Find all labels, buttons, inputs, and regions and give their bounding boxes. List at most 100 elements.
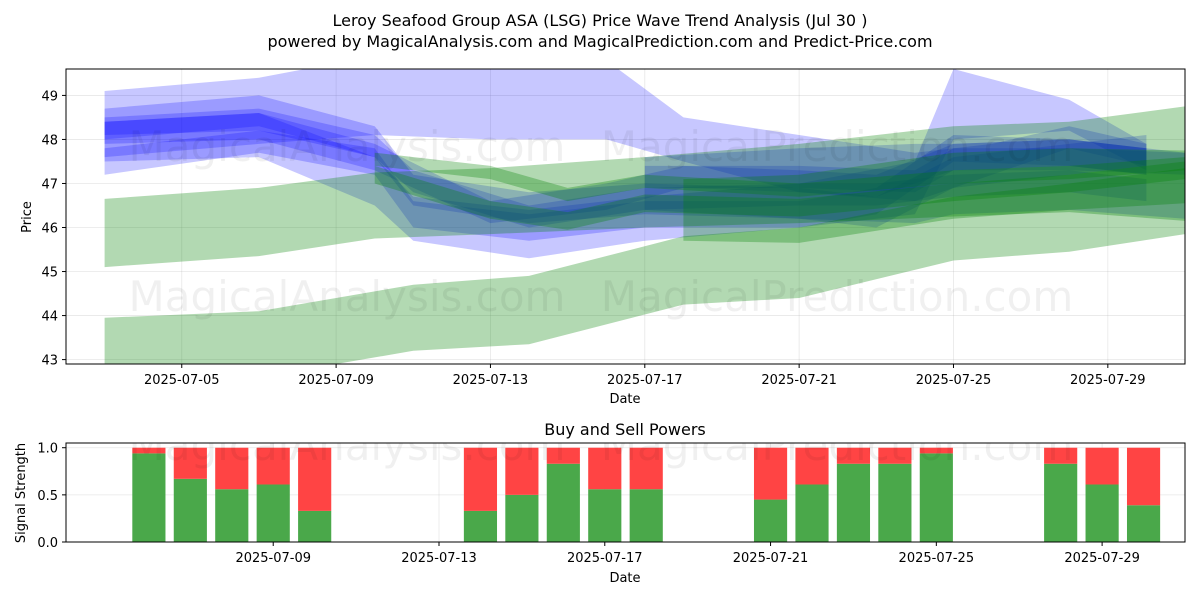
watermark-text: MagicalPrediction.com [601,272,1074,321]
buy-sell-y-tick-label: 1.0 [37,442,58,457]
buy-bar [1085,484,1119,542]
buy-sell-x-tick-label: 2025-07-13 [401,551,477,566]
sell-bar [505,447,539,495]
watermark-text: MagicalAnalysis.com [129,122,566,171]
buy-bar [753,499,788,542]
sell-bar [753,447,788,500]
price-x-ticks: 2025-07-05 2025-07-09 2025-07-13 2025-07-17… [144,364,1146,388]
buy-bar [132,453,166,542]
sell-bar [132,447,166,454]
price-axes-frame [65,68,1186,365]
buy-sell-title: Buy and Sell Powers [544,420,706,439]
buy-bar [629,489,663,542]
price-band-blue-0 [104,69,1147,202]
sell-bar [1126,447,1161,506]
buy-bar [1044,463,1078,542]
price-x-tick-label: 2025-07-05 [144,373,220,388]
price-y-tick-label: 44 [41,310,58,325]
sell-bar [215,447,249,490]
price-band-green-10 [374,161,1185,230]
buy-sell-bars [132,447,1161,542]
buy-bar [463,510,498,542]
buy-sell-y-ticks: 0.0 0.5 1.0 [37,442,66,551]
buy-bar [215,489,249,542]
buy-sell-y-tick-label: 0.5 [37,489,58,504]
sell-bar [588,447,622,490]
sell-bar [298,447,332,511]
sell-bar [1085,447,1119,485]
sell-bar [1044,447,1078,464]
buy-bar [546,463,580,542]
watermark-text: MagicalPrediction.com [601,122,1074,171]
sell-bar [795,447,829,485]
price-band-blue-6 [644,139,1185,224]
buy-bar [878,463,912,542]
price-plot-area [66,69,1185,364]
price-x-tick-label: 2025-07-29 [1070,373,1146,388]
watermark-text: MagicalPrediction.com [601,421,1074,470]
buy-bar [836,463,871,542]
price-band-green-12 [683,148,1185,243]
sell-bar [546,447,580,464]
sell-bar [878,447,912,464]
watermark-text: MagicalAnalysis.com [129,272,566,321]
buy-sell-axes-frame [65,442,1186,543]
buy-sell-x-tick-label: 2025-07-17 [567,551,643,566]
buy-bar [588,489,622,542]
price-x-tick-label: 2025-07-09 [298,373,374,388]
buy-sell-watermarks: MagicalAnalysis.com MagicalPrediction.com [129,421,1074,470]
buy-bar [919,453,953,542]
price-x-tick-label: 2025-07-21 [761,373,837,388]
buy-sell-x-tick-label: 2025-07-09 [235,551,311,566]
price-y-tick-label: 46 [41,222,58,237]
price-y-tick-label: 43 [41,354,58,369]
buy-sell-x-ticks: 2025-07-09 2025-07-13 2025-07-17 2025-07-21… [235,542,1140,566]
price-band-green-11 [374,152,1185,202]
sell-bar [629,447,663,490]
figure-title-line1: Leroy Seafood Group ASA (LSG) Price Wave… [333,11,868,30]
buy-bar [795,484,829,542]
price-x-tick-label: 2025-07-25 [916,373,992,388]
figure-title-line2: powered by MagicalAnalysis.com and Magic… [267,32,932,51]
price-band-blue-7 [644,148,1185,193]
buy-sell-plot-area [66,443,1185,542]
buy-sell-y-tick-label: 0.0 [37,536,58,551]
price-y-tick-label: 45 [41,266,58,281]
sell-bar [463,447,498,511]
buy-bar [256,484,290,542]
buy-bar [505,494,539,542]
price-band-blue-2 [104,95,1147,228]
price-band-blue-4 [104,113,1147,224]
price-y-ticks: 43 44 45 46 47 48 49 [41,89,66,369]
price-y-axis-label: Price [20,201,35,233]
sell-bar [919,447,953,454]
buy-sell-x-tick-label: 2025-07-21 [733,551,809,566]
buy-sell-x-tick-label: 2025-07-29 [1064,551,1140,566]
price-grid [66,69,1185,364]
price-x-tick-label: 2025-07-17 [607,373,683,388]
sell-bar [836,447,871,464]
price-x-axis-label: Date [609,392,640,407]
price-band-green-9 [104,168,1185,364]
price-x-tick-label: 2025-07-13 [453,373,529,388]
price-wave-chart: MagicalAnalysis.com MagicalPrediction.com… [20,68,1186,407]
sell-bar [256,447,290,485]
buy-bar [298,510,332,542]
buy-sell-y-axis-label: Signal Strength [14,443,29,543]
buy-sell-x-tick-label: 2025-07-25 [899,551,975,566]
price-y-tick-label: 47 [41,177,58,192]
price-band-green-8 [104,106,1185,268]
price-y-tick-label: 49 [41,89,58,104]
buy-sell-x-axis-label: Date [609,571,640,586]
sell-bar [173,447,207,479]
price-band-blue-3 [104,69,1147,259]
price-bands [104,69,1185,364]
buy-bar [1126,505,1161,542]
buy-bar [173,478,207,542]
price-band-blue-5 [104,108,1147,228]
price-y-tick-label: 48 [41,133,58,148]
watermark-text: MagicalAnalysis.com [129,421,566,470]
buy-sell-chart: Buy and Sell Powers MagicalAnalysis.com M… [14,420,1186,586]
price-band-blue-1 [104,130,1147,241]
